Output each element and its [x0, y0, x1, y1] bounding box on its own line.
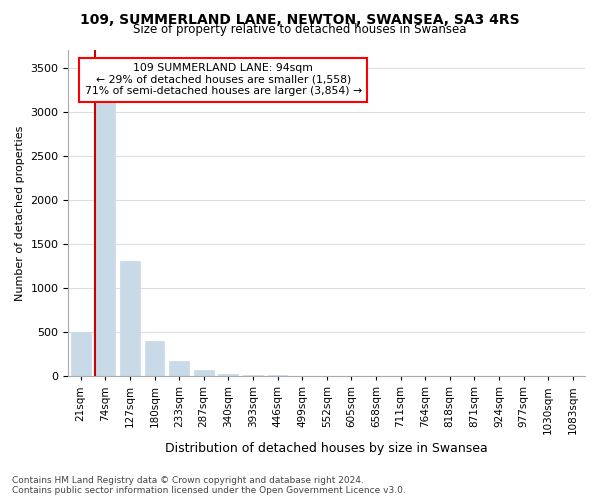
Bar [71, 332, 91, 376]
Text: Contains HM Land Registry data © Crown copyright and database right 2024.
Contai: Contains HM Land Registry data © Crown c… [12, 476, 406, 495]
Text: 109, SUMMERLAND LANE, NEWTON, SWANSEA, SA3 4RS: 109, SUMMERLAND LANE, NEWTON, SWANSEA, S… [80, 12, 520, 26]
Bar [145, 341, 164, 376]
Text: Size of property relative to detached houses in Swansea: Size of property relative to detached ho… [133, 22, 467, 36]
Bar [95, 85, 115, 376]
X-axis label: Distribution of detached houses by size in Swansea: Distribution of detached houses by size … [166, 442, 488, 455]
Bar [194, 370, 214, 376]
Y-axis label: Number of detached properties: Number of detached properties [15, 126, 25, 300]
Text: 109 SUMMERLAND LANE: 94sqm
← 29% of detached houses are smaller (1,558)
71% of s: 109 SUMMERLAND LANE: 94sqm ← 29% of deta… [85, 63, 362, 96]
Bar [218, 374, 238, 376]
Bar [243, 375, 263, 376]
Bar [120, 262, 140, 376]
Bar [169, 361, 189, 376]
